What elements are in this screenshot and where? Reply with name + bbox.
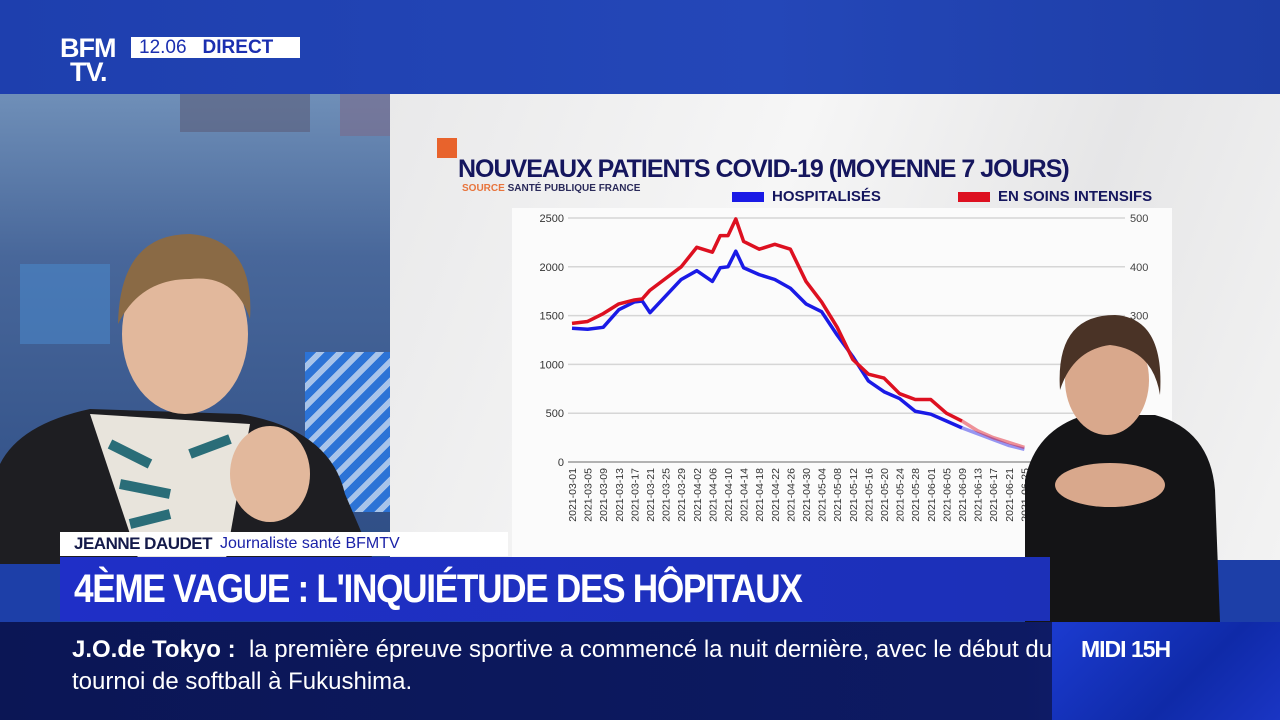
channel-banner: BFM TV. 12.06 DIRECT [0, 0, 1280, 94]
y-tick-label-left: 2000 [540, 262, 564, 274]
x-tick-label: 2021-04-10 [723, 468, 735, 522]
journalist-figure [0, 234, 375, 564]
y-tick-label-left: 1500 [540, 311, 564, 323]
legend-item-soins-intensifs: EN SOINS INTENSIFS [958, 188, 1152, 205]
y-tick-label-right: 500 [1130, 213, 1148, 225]
y-tick-label-left: 2500 [540, 213, 564, 225]
x-tick-label: 2021-04-30 [801, 468, 813, 522]
next-show-label: MIDI 15H [1081, 636, 1171, 662]
x-tick-label: 2021-06-17 [988, 468, 1000, 522]
x-tick-label: 2021-05-20 [879, 468, 891, 522]
live-label: DIRECT [202, 36, 274, 58]
x-tick-label: 2021-04-22 [770, 468, 782, 522]
x-tick-label: 2021-05-12 [848, 468, 860, 522]
x-tick-label: 2021-04-06 [707, 468, 719, 522]
next-show-badge: MIDI 15H [1052, 622, 1280, 720]
headline-bar: 4ÈME VAGUE : L'INQUIÉTUDE DES HÔPITAUX [60, 557, 1050, 621]
ticker-text: J.O.de Tokyo : la première épreuve sport… [72, 634, 1072, 698]
x-tick-label: 2021-03-13 [614, 468, 626, 522]
y-tick-label-left: 0 [558, 457, 564, 469]
legend-item-hospitalises: HOSPITALISÉS [732, 188, 881, 205]
x-tick-label: 2021-06-21 [1004, 468, 1016, 522]
accent-square [437, 138, 457, 158]
speaker-name-bar: JEANNE DAUDET Journaliste santé BFMTV [60, 532, 508, 556]
x-tick-label: 2021-04-26 [785, 468, 797, 522]
logo-text: TV. [70, 57, 108, 87]
x-tick-label: 2021-05-24 [895, 468, 907, 522]
ticker-body: la première épreuve sportive a commencé … [72, 636, 1053, 695]
chart-source: SOURCE SANTÉ PUBLIQUE FRANCE [462, 183, 640, 194]
x-tick-label: 2021-04-02 [692, 468, 704, 522]
sign-language-interpreter [1025, 315, 1220, 622]
series-line-hospitalises [571, 249, 963, 430]
logo-text: BFM [60, 33, 116, 63]
x-tick-label: 2021-03-25 [661, 468, 673, 522]
y-tick-label-left: 500 [546, 408, 564, 420]
x-tick-label: 2021-06-01 [926, 468, 938, 522]
legend-label: EN SOINS INTENSIFS [998, 188, 1153, 205]
series-line-soins-intensifs [571, 217, 963, 423]
x-tick-label: 2021-06-09 [957, 468, 969, 522]
y-tick-label-right: 400 [1130, 262, 1148, 274]
x-tick-label: 2021-05-16 [863, 468, 875, 522]
source-label: SOURCE [462, 183, 505, 194]
legend-label: HOSPITALISÉS [772, 188, 881, 205]
x-tick-label: 2021-03-05 [583, 468, 595, 522]
x-tick-label: 2021-05-08 [832, 468, 844, 522]
y-tick-label-left: 1000 [540, 359, 564, 371]
x-tick-label: 2021-06-13 [973, 468, 985, 522]
legend-swatch [732, 191, 764, 202]
studio-video [0, 94, 390, 564]
x-tick-label: 2021-06-05 [941, 468, 953, 522]
x-tick-label: 2021-03-01 [567, 468, 579, 522]
source-text: SANTÉ PUBLIQUE FRANCE [507, 183, 641, 194]
clock: 12.06 [139, 36, 187, 58]
y-tick-label-right: 300 [1130, 311, 1148, 323]
live-clock-badge: 12.06 DIRECT [131, 37, 300, 58]
x-tick-label: 2021-03-17 [629, 468, 641, 522]
speaker-name: JEANNE DAUDET [74, 534, 213, 553]
legend-swatch [958, 191, 990, 202]
x-tick-label: 2021-03-21 [645, 468, 657, 522]
headline-text: 4ÈME VAGUE : L'INQUIÉTUDE DES HÔPITAUX [74, 566, 803, 611]
x-tick-label: 2021-03-09 [598, 468, 610, 522]
x-tick-label: 2021-04-14 [739, 468, 751, 522]
ticker-topic: J.O.de Tokyo : [72, 636, 236, 663]
x-tick-label: 2021-04-18 [754, 468, 766, 522]
x-tick-label: 2021-05-04 [817, 468, 829, 522]
speaker-role: Journaliste santé BFMTV [220, 535, 400, 552]
bfmtv-logo: BFM TV. [60, 33, 116, 87]
chart-title: NOUVEAUX PATIENTS COVID-19 (MOYENNE 7 JO… [458, 155, 1070, 183]
x-tick-label: 2021-05-28 [910, 468, 922, 522]
x-tick-label: 2021-03-29 [676, 468, 688, 522]
